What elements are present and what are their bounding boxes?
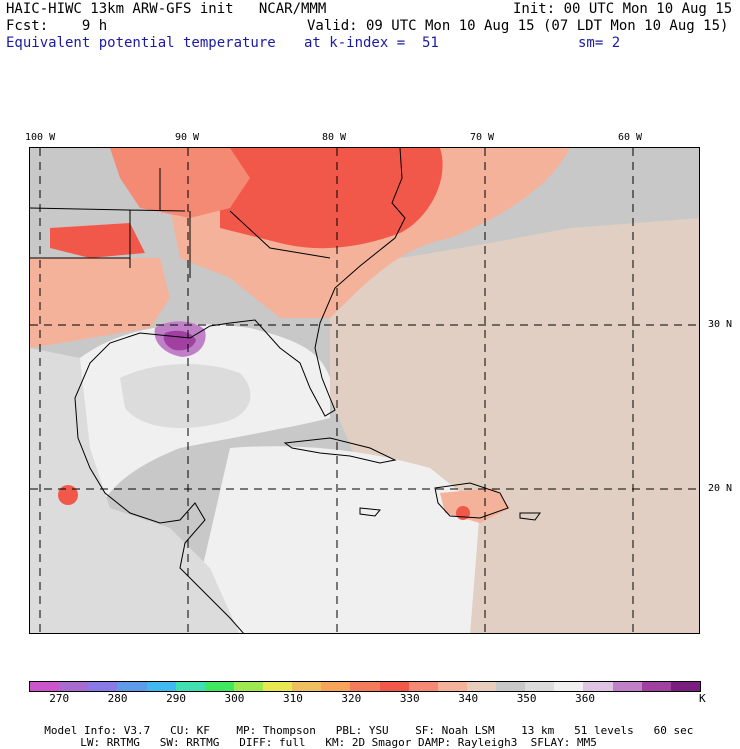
- field-east-red-core: [220, 148, 443, 249]
- header-forecast-hour: Fcst: 9 h: [6, 18, 108, 34]
- header-init-time: Init: 00 UTC Mon 10 Aug 15: [513, 1, 733, 17]
- lat-lon-grid: [30, 148, 699, 633]
- colorbar-tick-label: 330: [399, 692, 420, 705]
- field-atlantic-warm: [330, 218, 699, 633]
- coastlines: [30, 148, 541, 633]
- field-hispaniola-red: [456, 506, 470, 520]
- colorbar: [29, 681, 701, 692]
- lon-label-70w: 70 W: [470, 132, 495, 143]
- lat-label-30n: 30 N: [708, 319, 733, 330]
- theta-e-map: [29, 147, 700, 634]
- lon-label-90w: 90 W: [175, 132, 200, 143]
- model-info-levels: 51 levels: [574, 724, 634, 737]
- field-texas-red: [50, 223, 145, 258]
- field-caribbean: [200, 446, 480, 633]
- colorbar-swatch-10: [321, 682, 351, 691]
- model-info-cu: CU: KF: [170, 724, 210, 737]
- lat-label-20n: 20 N: [708, 483, 733, 494]
- colorbar-tick-label: 340: [458, 692, 479, 705]
- model-info-damp: DAMP: Rayleigh3: [418, 736, 518, 749]
- model-info-pbl: PBL: YSU: [335, 724, 389, 737]
- colorbar-swatch-6: [204, 682, 234, 691]
- colorbar-swatch-15: [466, 682, 496, 691]
- jamaica-coast: [359, 507, 381, 517]
- header-level: at k-index = 51: [304, 35, 439, 51]
- colorbar-swatch-20: [612, 682, 642, 691]
- colorbar-swatch-1: [59, 682, 89, 691]
- colorbar-swatch-5: [175, 682, 205, 691]
- cuba-coast: [283, 437, 397, 464]
- model-info-mp: MP: Thompson: [236, 724, 316, 737]
- colorbar-swatch-21: [641, 682, 671, 691]
- header-valid-time: Valid: 09 UTC Mon 10 Aug 15 (07 LDT Mon …: [307, 18, 729, 34]
- model-info-line2: LW: RRTMG SW: RRTMG DIFF: full KM: 2D Sm…: [67, 723, 597, 749]
- header-smoothing: sm= 2: [578, 35, 621, 51]
- lon-label-100w: 100 W: [25, 132, 56, 143]
- map-canvas: [30, 148, 699, 633]
- field-gulf-gray: [120, 363, 251, 428]
- field-mexico-red-spot: [58, 485, 78, 505]
- model-info-line1: Model Info: V3.7 CU: KF MP: Thompson PBL…: [31, 711, 693, 737]
- colorbar-swatch-14: [437, 682, 467, 691]
- colorbar-tick-label: 300: [224, 692, 245, 705]
- colorbar-swatch-12: [379, 682, 409, 691]
- model-info-timestep: 60 sec: [653, 724, 694, 737]
- colorbar-swatch-0: [30, 682, 60, 691]
- header-title: HAIC-HIWC 13km ARW-GFS init NCAR/MMM: [6, 1, 327, 17]
- hispaniola-coast: [434, 482, 509, 519]
- colorbar-swatch-13: [408, 682, 438, 691]
- colorbar-tick-label: 280: [107, 692, 128, 705]
- state-borders: [30, 168, 331, 278]
- colorbar-swatch-8: [263, 682, 293, 691]
- model-info-km: KM: 2D Smagor: [325, 736, 412, 749]
- field-mexico: [30, 348, 240, 633]
- colorbar-swatch-17: [525, 682, 555, 691]
- colorbar-unit: K: [699, 692, 706, 705]
- colorbar-swatch-7: [233, 682, 263, 691]
- colorbar-tick-label: 310: [282, 692, 303, 705]
- model-info-sw: SW: RRTMG: [159, 736, 220, 749]
- header-field-name: Equivalent potential temperature: [6, 35, 276, 51]
- colorbar-swatch-19: [583, 682, 613, 691]
- model-info-lw: LW: RRTMG: [80, 736, 140, 749]
- model-info-res: 13 km: [521, 724, 555, 737]
- lon-label-60w: 60 W: [618, 132, 643, 143]
- model-info-sf: SF: Noah LSM: [415, 724, 495, 737]
- colorbar-swatch-18: [554, 682, 584, 691]
- colorbar-swatch-16: [496, 682, 526, 691]
- model-info-version: Model Info: V3.7: [44, 724, 151, 737]
- lon-label-80w: 80 W: [322, 132, 347, 143]
- model-info-sflay: SFLAY: MM5: [530, 736, 597, 749]
- colorbar-tick-label: 350: [516, 692, 537, 705]
- coastline-mainland: [74, 148, 406, 633]
- colorbar-swatch-2: [88, 682, 118, 691]
- colorbar-tick-label: 320: [341, 692, 362, 705]
- colorbar-tick-label: 270: [49, 692, 70, 705]
- colorbar-swatch-11: [350, 682, 380, 691]
- colorbar-swatch-9: [292, 682, 322, 691]
- colorbar-swatch-3: [117, 682, 147, 691]
- colorbar-tick-label: 290: [166, 692, 186, 705]
- colorbar-swatch-4: [146, 682, 176, 691]
- colorbar-swatch-22: [670, 682, 700, 691]
- model-info-diff: DIFF: full: [239, 736, 306, 749]
- colorbar-tick-label: 360: [575, 692, 595, 705]
- puerto-rico-coast: [519, 512, 541, 521]
- field-midwest-warm: [110, 148, 250, 218]
